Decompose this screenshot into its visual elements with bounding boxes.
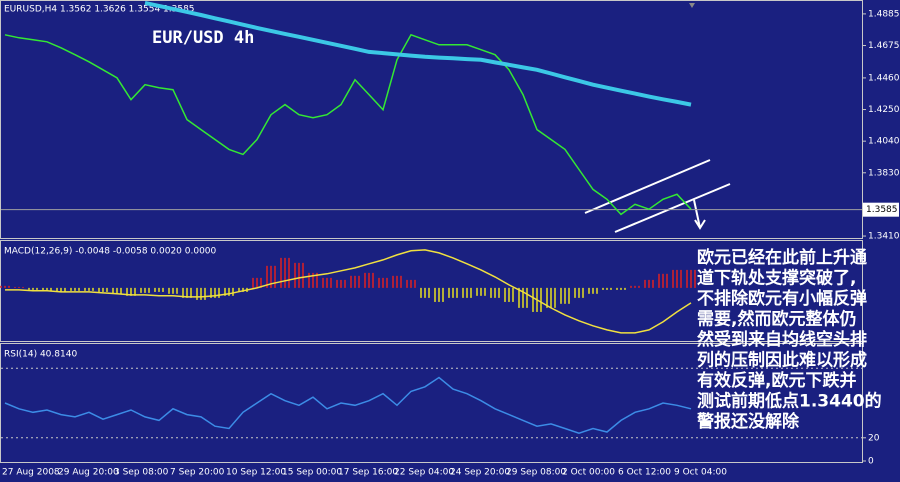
x-tick-label: 3 Sep 08:00 [114,468,169,478]
macd-header: MACD(12,26,9) -0.0048 -0.0058 0.0020 0.0… [4,247,217,257]
annotation-line: 有效反弹,欧元下跌并 [697,370,856,391]
series-line [4,33,692,216]
chart-title: EUR/USD 4h [152,28,254,48]
y-tick-label: 1.4460 [868,73,900,83]
x-tick-label: 17 Sep 16:00 [338,468,398,478]
x-tick-label: 15 Sep 00:00 [282,468,342,478]
y-tick-label: 1.4040 [868,137,900,147]
x-tick-label: 10 Sep 12:00 [226,468,286,478]
x-tick-label: 29 Aug 20:00 [58,468,119,478]
x-tick-label: 27 Aug 2008 [2,468,60,478]
x-tick-label: 2 Oct 00:00 [562,468,615,478]
annotation-line: 测试前期低点1.3440的 [697,391,882,412]
series-line [4,376,692,434]
annotation-line: 警报还没解除 [696,411,800,432]
y-tick-label: 1.3830 [868,168,900,178]
y-tick-label: 20 [868,433,880,443]
y-tick-label: 1.3410 [868,232,900,242]
x-tick-label: 7 Sep 20:00 [170,468,225,478]
annotation-line: 需要,然而欧元整体仍 [697,309,856,330]
y-tick-label: 1.4250 [868,105,900,115]
channel-upper [584,159,711,214]
series-line [5,249,692,334]
rsi-panel [0,343,863,463]
x-tick-label: 22 Sep 04:00 [394,468,454,478]
y-tick-label: 0 [868,457,874,467]
x-tick-label: 24 Sep 20:00 [450,468,510,478]
macd-panel [0,240,863,342]
channel-lower [614,183,731,233]
y-tick-label: 1.4885 [868,9,900,19]
annotation-line: 不排除欧元有小幅反弹 [697,288,867,309]
price-header: EURUSD,H4 1.3562 1.3626 1.3554 1.3585 [4,5,195,15]
current-price-box [863,202,899,217]
arrow [693,199,706,230]
annotation-line: 列的压制因此难以形成 [697,350,867,371]
annotation-line: 道下轨处支撑突破了, [697,268,856,289]
price-panel [0,0,863,239]
x-tick-label: 6 Oct 12:00 [618,468,671,478]
y-tick-label: 1.4675 [868,41,900,51]
x-tick-label: 29 Sep 08:00 [506,468,566,478]
current-price-label: 1.3585 [866,205,898,215]
shift-marker [689,3,695,8]
annotation-line: 然受到来自均线空头排 [697,329,867,350]
rsi-header: RSI(14) 40.8140 [4,350,77,360]
annotation-line: 欧元已经在此前上升通 [697,247,867,268]
x-tick-label: 9 Oct 04:00 [674,468,727,478]
series-line [144,0,692,107]
